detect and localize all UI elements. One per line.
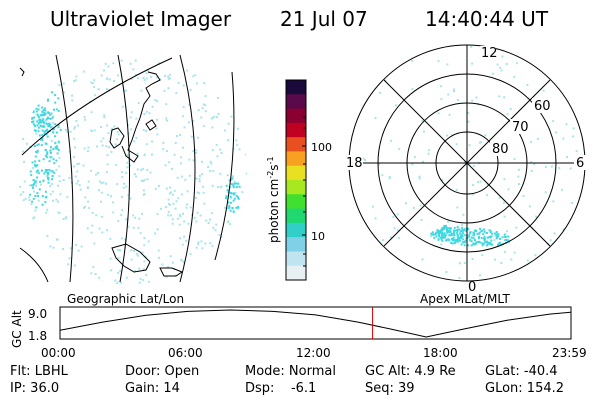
altitude-plot: Geographic Lat/Lon Apex MLat/MLT GC Alt … (10, 292, 587, 360)
altitude-ylabel: GC Alt (10, 310, 24, 348)
colorbar-tick-10: 10 (311, 230, 325, 243)
polar-grid (348, 44, 586, 282)
longitude-grid (19, 54, 235, 283)
glon-status: GLon: 154.2 (485, 381, 565, 396)
door-status: Door: Open (125, 364, 200, 379)
mlat-label-80: 80 (492, 142, 509, 157)
geographic-panel-label: Geographic Lat/Lon (67, 292, 184, 306)
altitude-curve (59, 309, 571, 338)
colorbar-tick-100: 100 (311, 141, 332, 154)
mlt-label-12: 12 (481, 46, 498, 61)
filter-status: Flt: LBHL (10, 364, 68, 379)
time-label: 14:40:44 UT (425, 7, 549, 31)
apex-polar-panel: 12 18 6 0 60 70 80 (345, 44, 586, 295)
mlt-label-6: 6 (576, 156, 584, 171)
gain-status: Gain: 14 (125, 381, 180, 396)
sequence-status: Seq: 39 (365, 381, 415, 396)
time-tick-0600: 06:00 (168, 346, 203, 360)
colorbar-gradient (286, 80, 306, 281)
altitude-plot-frame (59, 306, 572, 340)
ip-status: IP: 36.0 (10, 381, 60, 396)
glat-status: GLat: -40.4 (485, 364, 558, 379)
instrument-title: Ultraviolet Imager (50, 7, 232, 31)
coastlines (19, 67, 184, 277)
gc-altitude-status: GC Alt: 4.9 Re (365, 364, 456, 379)
mlat-label-70: 70 (512, 120, 529, 135)
time-tick-1800: 18:00 (423, 346, 458, 360)
mlat-label-60: 60 (534, 99, 551, 114)
apex-panel-label: Apex MLat/MLT (420, 292, 510, 306)
mlt-label-18: 18 (346, 156, 363, 171)
altitude-ytick-low: 1.8 (28, 329, 47, 343)
geographic-image-panel (19, 54, 247, 285)
dsp-status: Dsp: -6.1 (245, 381, 317, 396)
time-tick-1200: 12:00 (296, 346, 331, 360)
colorbar-units-label: photon cm-2s-1 (266, 156, 281, 243)
time-tick-0000: 00:00 (41, 346, 76, 360)
aurora-emission-left (19, 59, 247, 285)
altitude-ytick-high: 9.0 (28, 307, 47, 321)
date-label: 21 Jul 07 (280, 7, 368, 31)
time-tick-2359: 23:59 (552, 346, 587, 360)
mlt-label-0: 0 (468, 280, 476, 295)
colorbar: 100 10 photon cm-2s-1 (266, 79, 332, 281)
colorbar-ticks (302, 116, 306, 267)
mode-status: Mode: Normal (245, 364, 336, 379)
